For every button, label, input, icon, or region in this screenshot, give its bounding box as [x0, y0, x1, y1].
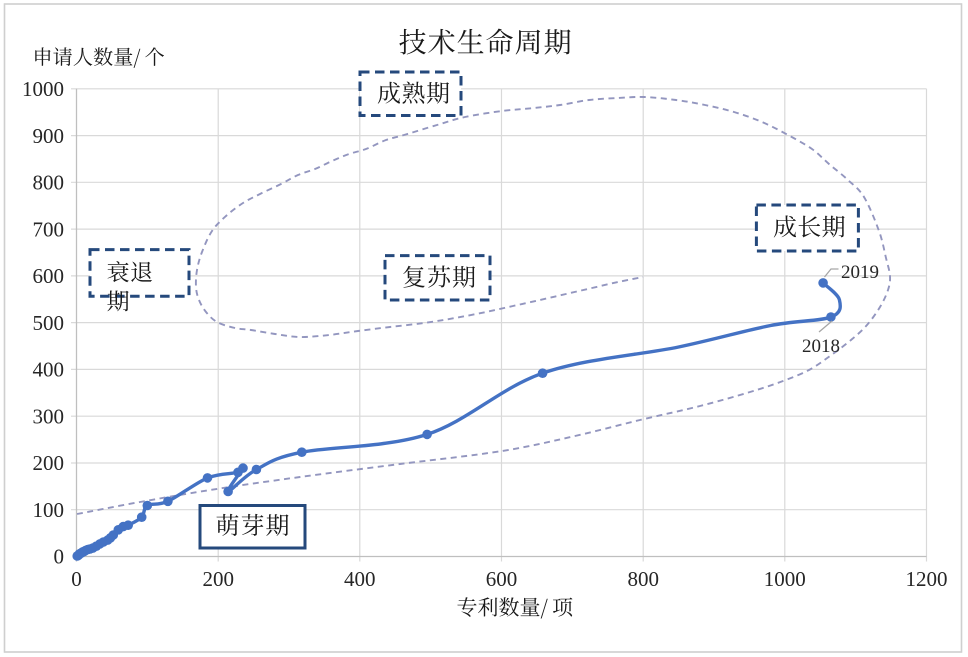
svg-text:200: 200 [202, 567, 234, 591]
svg-text:1000: 1000 [22, 77, 64, 101]
svg-text:1000: 1000 [764, 567, 806, 591]
svg-text:2019: 2019 [841, 262, 879, 283]
svg-text:2018: 2018 [802, 336, 840, 357]
svg-text:400: 400 [344, 567, 376, 591]
svg-text:600: 600 [486, 567, 518, 591]
svg-text:1200: 1200 [906, 567, 948, 591]
svg-text:400: 400 [33, 358, 65, 382]
svg-text:500: 500 [33, 311, 65, 335]
svg-text:800: 800 [33, 171, 65, 195]
svg-text:300: 300 [33, 404, 65, 428]
svg-text:900: 900 [33, 124, 65, 148]
svg-text:0: 0 [54, 545, 65, 569]
svg-text:600: 600 [33, 264, 65, 288]
svg-text:200: 200 [33, 451, 65, 475]
svg-text:800: 800 [627, 567, 659, 591]
svg-text:100: 100 [33, 498, 65, 522]
svg-text:0: 0 [71, 567, 82, 591]
svg-text:700: 700 [33, 217, 65, 241]
